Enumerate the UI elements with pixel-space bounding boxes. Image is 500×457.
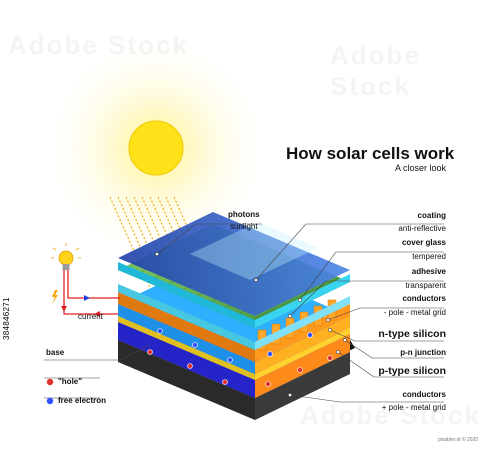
top-conductor-front bbox=[255, 304, 350, 362]
base-layer-front bbox=[255, 352, 350, 420]
watermark: Adobe Stock bbox=[8, 30, 189, 61]
photons-label: photons bbox=[228, 210, 260, 219]
pn-junction-front bbox=[255, 328, 350, 380]
layer-sub-conductors-bottom: + pole - metal grid bbox=[381, 403, 446, 412]
sun-icon bbox=[128, 120, 184, 176]
pn-junction-side bbox=[118, 316, 255, 380]
layer-label-p-type: p-type silicon bbox=[378, 365, 446, 377]
current-arrow-in bbox=[84, 295, 90, 301]
layer-label-cover-glass: cover glass bbox=[401, 238, 446, 247]
layer-sub-cover-glass: tempered bbox=[412, 252, 446, 261]
circuit-wires bbox=[63, 270, 120, 315]
sunlight-rays bbox=[109, 196, 217, 293]
current-arrow-out bbox=[94, 311, 100, 317]
layer-label-adhesive: adhesive bbox=[411, 267, 446, 276]
electron-legend-icon bbox=[46, 397, 54, 405]
watermark: Adobe Stock bbox=[300, 400, 481, 431]
free-electrons bbox=[157, 328, 313, 363]
coating-top bbox=[118, 212, 350, 316]
current-arrow-down bbox=[61, 306, 67, 312]
glass-sheen bbox=[190, 222, 318, 280]
credit-text: pixabler.nl © 2020 bbox=[438, 437, 479, 443]
cover-glass-side bbox=[118, 262, 255, 328]
current-label: current bbox=[78, 312, 103, 321]
layer-label-conductors-bottom: conductors bbox=[402, 390, 446, 399]
layer-label-conductors-top: conductors bbox=[402, 294, 446, 303]
leader-lines bbox=[44, 223, 444, 403]
layer-sub-coating: anti-reflective bbox=[398, 224, 446, 233]
layer-sub-adhesive: transparent bbox=[405, 281, 446, 290]
lightning-icon bbox=[52, 290, 58, 304]
adhesive-side bbox=[118, 284, 255, 350]
n-type-side bbox=[118, 304, 255, 374]
layer-label-n-type: n-type silicon bbox=[378, 328, 446, 340]
n-type-front bbox=[255, 316, 350, 374]
watermark: Adobe Stock bbox=[330, 40, 500, 102]
top-conductor-side bbox=[118, 292, 255, 362]
cover-glass-front bbox=[255, 274, 350, 328]
layer-label-coating: coating bbox=[417, 211, 446, 220]
p-type-side bbox=[118, 322, 255, 398]
holes bbox=[147, 349, 333, 387]
legend-hole: "hole" bbox=[58, 377, 83, 386]
base-layer-side bbox=[118, 340, 255, 420]
p-type-front bbox=[255, 334, 350, 398]
legend-free-electron: free electron bbox=[58, 396, 107, 405]
leader-dots bbox=[155, 252, 347, 397]
hole-legend-icon bbox=[46, 378, 54, 386]
diagram-title: How solar cells work bbox=[286, 144, 455, 163]
diagram-subtitle: A closer look bbox=[395, 163, 447, 173]
adhesive-front bbox=[255, 296, 350, 350]
photons-sublabel: sunlight bbox=[230, 222, 258, 231]
stock-id: 384846271 bbox=[2, 297, 11, 340]
layer-sub-conductors-top: - pole - metal grid bbox=[383, 308, 446, 317]
legend-base: base bbox=[46, 348, 65, 357]
layer-label-pn-junction: p-n junction bbox=[400, 348, 446, 357]
light-bulb-icon bbox=[51, 243, 81, 270]
